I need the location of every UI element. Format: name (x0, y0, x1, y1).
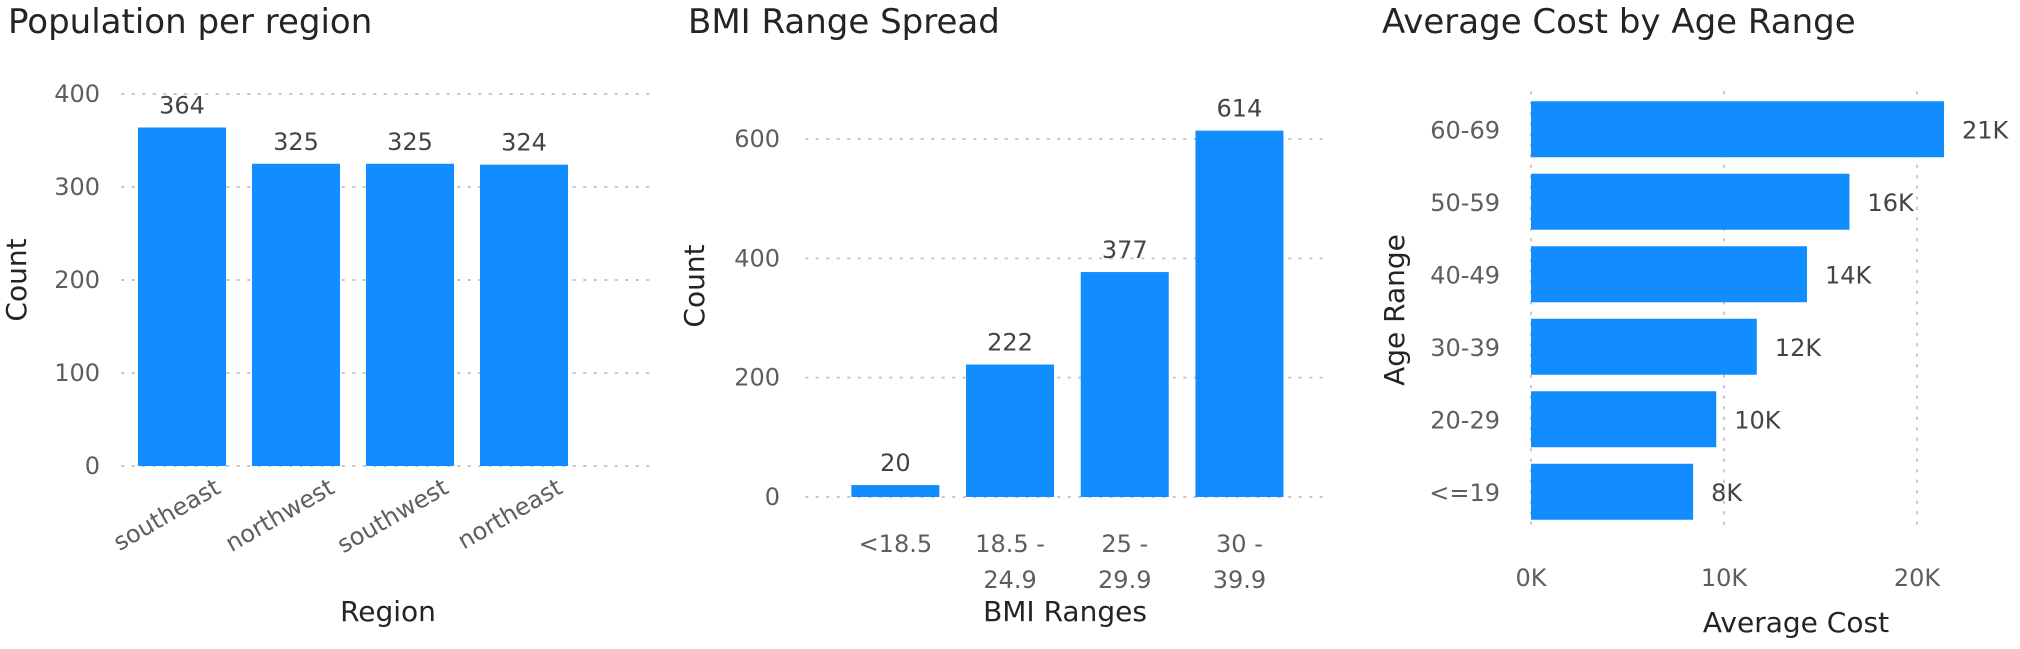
y-axis-title: Count (678, 244, 711, 327)
y-axis-title: Age Range (1378, 234, 1411, 386)
x-axis-title: Average Cost (1703, 606, 1889, 639)
data-label: 8K (1711, 479, 1743, 507)
x-tick-label: 18.5 - (975, 530, 1045, 558)
data-label: 12K (1775, 334, 1823, 362)
chart-title: Population per region (8, 2, 372, 42)
data-label: 364 (159, 91, 205, 119)
y-tick-label: 100 (54, 359, 100, 387)
y-tick-label: 0 (85, 452, 100, 480)
x-tick-label: 30 - (1216, 530, 1263, 558)
x-tick-label: 39.9 (1213, 566, 1266, 594)
data-label: 377 (1102, 236, 1148, 264)
y-tick-label: 300 (54, 173, 100, 201)
data-label: 222 (987, 329, 1033, 357)
data-label: 614 (1217, 95, 1263, 123)
bar-southwest (366, 163, 454, 466)
chart-average-cost-by-age-range: Average Cost by Age Range 0K 10K 20K 21K 60-6… (1378, 2, 2010, 639)
y-tick-label: 30-39 (1430, 334, 1500, 362)
data-label: 21K (1962, 116, 2010, 144)
y-tick-label: 600 (734, 125, 780, 153)
y-tick-label: 200 (54, 266, 100, 294)
x-tick-label: 20K (1894, 564, 1942, 592)
bar-25 - 29.9 (1080, 272, 1169, 497)
x-tick-label: 25 - (1101, 530, 1148, 558)
chart-title: BMI Range Spread (688, 2, 1000, 42)
data-label: 20 (880, 449, 911, 477)
data-label: 324 (501, 129, 547, 157)
x-tick-label: <18.5 (859, 530, 933, 558)
bar-<=19 (1531, 463, 1694, 520)
bar-<18.5 (851, 485, 940, 497)
chart-title: Average Cost by Age Range (1382, 2, 1856, 42)
x-tick-label: 24.9 (983, 566, 1036, 594)
data-label: 10K (1734, 406, 1782, 434)
bar-30 - 39.9 (1195, 130, 1284, 497)
y-tick-label: 50-59 (1430, 189, 1500, 217)
bar-northwest (252, 163, 340, 466)
y-axis-title: Count (0, 238, 33, 321)
chart-population-per-region: Population per region 0 100 200 300 400 364 sou… (0, 2, 651, 628)
y-tick-label: 200 (734, 364, 780, 392)
x-tick-label: northeast (453, 473, 567, 555)
x-axis-title: BMI Ranges (983, 595, 1147, 628)
data-label: 16K (1867, 189, 1915, 217)
y-tick-label: 400 (734, 244, 780, 272)
x-tick-label: southeast (108, 473, 225, 556)
x-tick-label: 10K (1701, 564, 1749, 592)
bar-southeast (138, 127, 226, 466)
y-tick-label: <=19 (1429, 479, 1500, 507)
y-tick-label: 60-69 (1430, 116, 1500, 144)
chart-bmi-range-spread: BMI Range Spread 0 200 400 600 20 <18.5 222 18.5… (678, 2, 1331, 628)
x-tick-label: 0K (1515, 564, 1547, 592)
x-axis-title: Region (340, 595, 436, 628)
bar-northeast (480, 164, 568, 466)
data-label: 325 (387, 128, 433, 156)
bar-40-49 (1531, 246, 1807, 303)
y-tick-label: 20-29 (1430, 406, 1500, 434)
x-tick-label: southwest (332, 473, 453, 559)
bar-20-29 (1531, 391, 1717, 448)
y-tick-label: 40-49 (1430, 261, 1500, 289)
bar-30-39 (1531, 318, 1757, 375)
bar-50-59 (1531, 173, 1850, 230)
y-tick-label: 400 (54, 80, 100, 108)
x-tick-label: 29.9 (1098, 566, 1151, 594)
bar-60-69 (1531, 101, 1944, 158)
bar-18.5 - 24.9 (966, 364, 1055, 497)
x-tick-label: northwest (220, 473, 339, 558)
data-label: 14K (1825, 261, 1873, 289)
data-label: 325 (273, 128, 319, 156)
y-tick-label: 0 (765, 483, 780, 511)
